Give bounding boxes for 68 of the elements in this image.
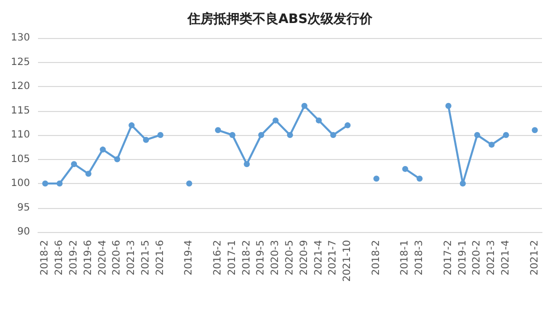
x-tick-label: 2018-1 xyxy=(400,240,411,276)
point xyxy=(229,132,236,138)
point xyxy=(330,132,336,138)
x-tick-label: 2020-6 xyxy=(112,240,123,276)
x-tick-label: 2017-2 xyxy=(442,240,454,276)
point xyxy=(474,132,480,138)
x-tick-label: 2021-4 xyxy=(313,240,324,276)
x-tick-label: 2017-1 xyxy=(226,240,238,276)
x-tick-label: 2018-2 xyxy=(241,240,252,276)
y-tick-label: 125 xyxy=(10,56,30,68)
point xyxy=(287,132,293,138)
point xyxy=(114,156,120,162)
x-tick-label: 2020-5 xyxy=(284,240,296,276)
x-tick-label: 2020-2 xyxy=(472,240,483,276)
x-tick-label: 2018-2 xyxy=(40,240,51,276)
x-tick-label: 2019-4 xyxy=(184,240,195,276)
y-tick-label: 90 xyxy=(17,226,30,238)
point xyxy=(532,127,538,134)
x-tick-label: 2019-5 xyxy=(256,240,267,276)
y-tick-label: 130 xyxy=(10,32,30,44)
x-tick-label: 2020-3 xyxy=(270,240,282,276)
point xyxy=(316,117,322,124)
point xyxy=(215,127,221,134)
point xyxy=(56,180,63,186)
x-tick-label: 2020-9 xyxy=(298,240,310,276)
x-tick-label: 2018-6 xyxy=(54,240,66,276)
x-tick-label: 2021-2 xyxy=(529,240,540,276)
point xyxy=(373,176,380,182)
x-tick-label: 2021-5 xyxy=(140,240,152,276)
point xyxy=(344,122,351,128)
point xyxy=(258,132,264,138)
x-tick-label: 2019-6 xyxy=(82,240,94,276)
y-tick-label: 100 xyxy=(10,178,30,189)
y-tick-label: 110 xyxy=(10,130,30,140)
x-tick-label: 2021-4 xyxy=(500,240,512,276)
point xyxy=(503,132,509,138)
point xyxy=(100,146,106,153)
x-tick-label: 2016-2 xyxy=(212,240,224,276)
x-tick-label: 2021-7 xyxy=(328,240,339,276)
point xyxy=(42,180,48,186)
point xyxy=(85,170,92,177)
point xyxy=(402,166,408,172)
point xyxy=(488,142,495,148)
point xyxy=(186,180,192,186)
point xyxy=(416,176,423,182)
point xyxy=(71,161,77,168)
x-tick-label: 2020-4 xyxy=(97,240,108,276)
x-tick-label: 2021-10 xyxy=(342,240,354,282)
y-tick-label: 120 xyxy=(10,81,30,92)
x-tick-label: 2019-1 xyxy=(457,240,468,276)
point xyxy=(244,161,250,168)
point xyxy=(143,136,149,143)
x-tick-label: 2019-2 xyxy=(68,240,80,276)
x-tick-label: 2018-3 xyxy=(414,240,426,276)
x-tick-label: 2021-6 xyxy=(154,240,166,276)
point xyxy=(301,102,308,109)
chart-title: 住房抵押类不良ABS次级发行价 xyxy=(186,11,374,27)
x-tick-label: 2021-3 xyxy=(126,240,138,276)
y-tick-label: 105 xyxy=(10,154,30,165)
point xyxy=(272,117,279,124)
x-tick-label: 2018-2 xyxy=(370,240,382,276)
point xyxy=(460,180,466,186)
x-tick-label: 2021-3 xyxy=(486,240,498,276)
point xyxy=(445,102,452,109)
y-tick-label: 115 xyxy=(10,105,30,116)
point xyxy=(128,122,135,128)
point xyxy=(157,132,164,138)
y-tick-label: 95 xyxy=(17,202,30,214)
